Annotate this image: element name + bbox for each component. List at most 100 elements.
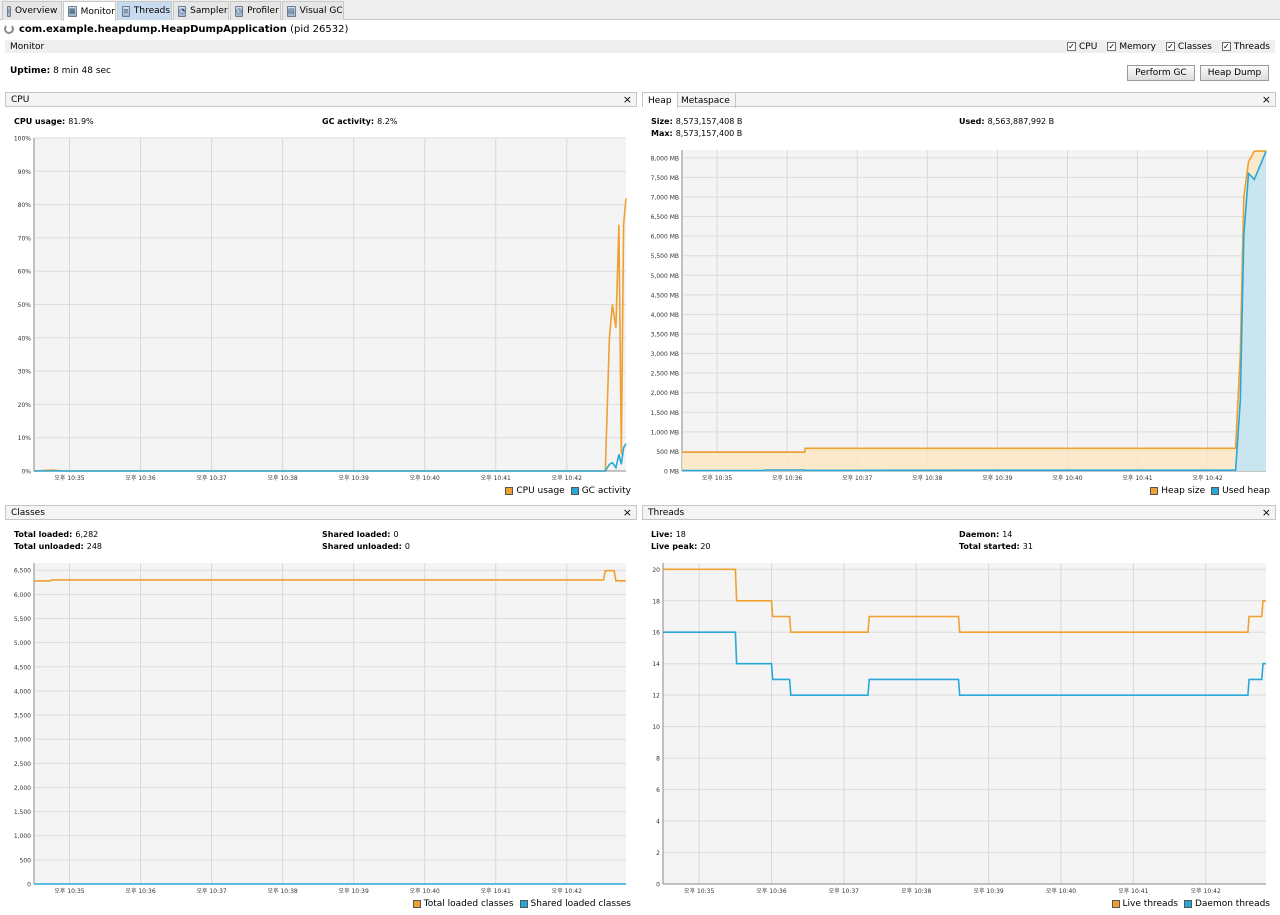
panel-title: Threads xyxy=(648,508,685,518)
checkmark-icon: ✓ xyxy=(1067,42,1076,51)
close-icon[interactable]: × xyxy=(622,93,632,106)
tab-profiler[interactable]: ◷ Profiler xyxy=(230,1,281,20)
series-line-used-heap xyxy=(682,150,1267,472)
stat-value: 6,282 xyxy=(75,530,99,539)
stat-label: Used: xyxy=(959,117,985,126)
y-tick-label: 2,000 MB xyxy=(651,390,679,397)
y-tick-label: 7,500 MB xyxy=(651,175,679,182)
tab-threads[interactable]: ≡ Threads xyxy=(117,1,172,20)
tab-visual-gc[interactable]: ▤ Visual GC xyxy=(282,1,344,20)
checkmark-icon: ✓ xyxy=(1221,42,1231,51)
memory-checkbox[interactable]: ✓ Memory xyxy=(1107,42,1156,52)
profiler-icon: ◷ xyxy=(235,5,244,17)
app-title: com.example.heapdump.HeapDumpApplication… xyxy=(19,24,348,35)
panel-title: CPU xyxy=(11,95,30,105)
cpu-checkbox[interactable]: ✓ CPU xyxy=(1067,42,1097,52)
shared-loaded-stat: Shared loaded: 0 xyxy=(322,530,399,539)
uptime: Uptime: 8 min 48 sec xyxy=(10,66,111,76)
stat-label: Max: xyxy=(651,129,673,138)
x-tick-label: 오후 10:42 xyxy=(552,474,582,482)
tab-sampler[interactable]: ◔ Sampler xyxy=(173,1,229,20)
y-tick-label: 500 xyxy=(20,857,32,864)
uptime-label: Uptime: xyxy=(10,66,51,76)
stat-value: 14 xyxy=(1002,530,1013,539)
close-icon[interactable]: × xyxy=(622,506,632,519)
stat-value: 8,573,157,400 B xyxy=(675,129,743,138)
heap-max-stat: Max: 8,573,157,400 B xyxy=(651,129,742,138)
threads-chart: 0 2 4 6 8 10 12 14 16 18 20 오후 10:35 오후 10:36 오후 10:3… xyxy=(652,563,1266,895)
y-tick-label: 0 MB xyxy=(664,469,679,476)
panel-title: Classes xyxy=(11,508,45,518)
tab-metaspace[interactable]: Metaspace xyxy=(676,93,736,108)
y-tick-label: 1,500 MB xyxy=(651,410,679,417)
x-tick-label: 오후 10:37 xyxy=(196,887,226,895)
tab-monitor[interactable]: ▦ Monitor xyxy=(63,1,116,21)
x-tick-label: 오후 10:39 xyxy=(339,474,369,482)
live-threads-stat: Live: 18 xyxy=(651,530,686,539)
classes-chart: 0 500 1,000 1,500 2,000 2,500 3,000 3,500 4,000 4… xyxy=(14,563,626,895)
x-tick-label: 오후 10:42 xyxy=(1192,474,1222,482)
y-tick-label: 2 xyxy=(656,850,660,857)
legend-swatch xyxy=(1183,900,1192,908)
perform-gc-button[interactable]: Perform GC xyxy=(1127,65,1195,81)
legend-swatch xyxy=(1150,487,1159,495)
stat-value: 31 xyxy=(1022,542,1033,551)
y-tick-label: 2,500 xyxy=(14,761,31,768)
shared-unloaded-stat: Shared unloaded: 0 xyxy=(322,542,410,551)
y-tick-label: 6 xyxy=(656,787,660,794)
checkbox-row: ✓ CPU ✓ Memory ✓ Classes ✓ Threads xyxy=(1067,40,1270,53)
y-tick-label: 1,000 xyxy=(14,833,31,840)
heap-dump-button[interactable]: Heap Dump xyxy=(1200,65,1269,81)
threads-checkbox[interactable]: ✓ Threads xyxy=(1221,42,1270,52)
legend-swatch xyxy=(1111,900,1120,908)
stat-value: 18 xyxy=(675,530,686,539)
x-tick-label: 오후 10:36 xyxy=(756,887,786,895)
live-peak-stat: Live peak: 20 xyxy=(651,542,711,551)
x-tick-label: 오후 10:36 xyxy=(772,474,802,482)
plot-area xyxy=(34,563,626,884)
tab-label: Monitor xyxy=(80,6,115,17)
y-tick-label: 6,000 MB xyxy=(651,234,679,241)
tab-label: Sampler xyxy=(190,6,228,16)
tab-label: Profiler xyxy=(247,6,279,16)
stat-label: Live: xyxy=(651,530,673,539)
stat-value: 0 xyxy=(393,530,399,539)
total-loaded-stat: Total loaded: 6,282 xyxy=(14,530,98,539)
monitor-title: Monitor xyxy=(10,41,45,52)
app-name: com.example.heapdump.HeapDumpApplication xyxy=(19,23,287,35)
stat-value: 20 xyxy=(700,542,711,551)
legend-label: Total loaded classes xyxy=(423,899,514,909)
stat-value: 8.2% xyxy=(377,117,398,126)
y-tick-label: 4,000 xyxy=(14,688,31,695)
x-tick-label: 오후 10:38 xyxy=(912,474,942,482)
series-line-heap-size xyxy=(682,150,1267,453)
legend-live-threads: Live threads xyxy=(1111,899,1178,909)
panel-header: Threads × xyxy=(642,505,1276,520)
overview-icon: i xyxy=(7,5,11,17)
legend-swatch xyxy=(570,487,579,495)
total-unloaded-stat: Total unloaded: 248 xyxy=(14,542,102,551)
legend-daemon-threads: Daemon threads xyxy=(1183,899,1270,909)
legend-swatch xyxy=(505,487,514,495)
x-tick-label: 오후 10:35 xyxy=(684,887,714,895)
cpu-legend: CPU usage GC activity xyxy=(505,486,631,496)
tab-heap[interactable]: Heap xyxy=(643,93,678,108)
close-icon[interactable]: × xyxy=(1261,506,1271,519)
x-tick-label: 오후 10:40 xyxy=(1046,887,1076,895)
legend-used-heap: Used heap xyxy=(1211,486,1270,496)
checkbox-label: CPU xyxy=(1079,41,1098,52)
tab-overview[interactable]: i Overview xyxy=(2,1,62,20)
y-tick-label: 90% xyxy=(18,169,32,176)
y-tick-label: 30% xyxy=(18,369,32,376)
y-tick-label: 100% xyxy=(14,136,31,143)
close-icon[interactable]: × xyxy=(1261,93,1271,106)
y-tick-label: 500 MB xyxy=(656,449,679,456)
classes-checkbox[interactable]: ✓ Classes xyxy=(1165,42,1212,52)
legend-swatch xyxy=(519,900,528,908)
x-tick-label: 오후 10:41 xyxy=(1118,887,1148,895)
cpu-chart: 0% 10% 20% 30% 40% 50% 60% 70% 80% 90% 100% 오후 10:3… xyxy=(14,136,627,482)
stat-label: Total loaded: xyxy=(14,530,73,539)
x-tick-label: 오후 10:35 xyxy=(54,474,84,482)
daemon-threads-stat: Daemon: 14 xyxy=(959,530,1012,539)
legend-total-loaded: Total loaded classes xyxy=(412,899,514,909)
